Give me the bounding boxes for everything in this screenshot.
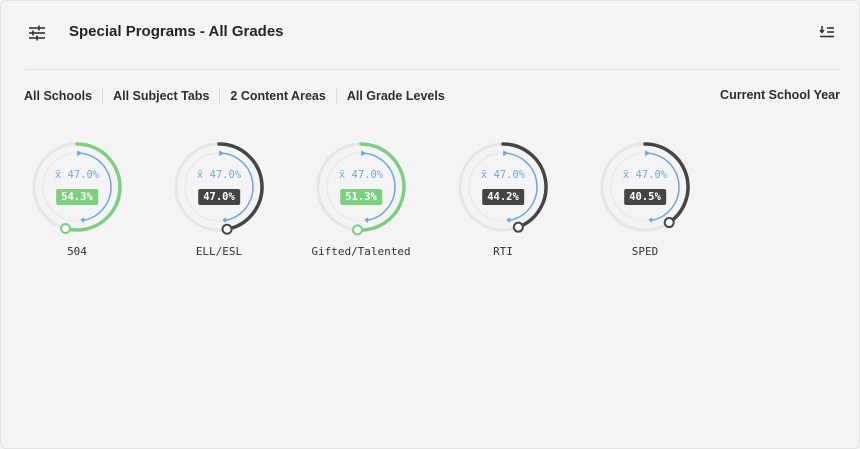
- gauge-value-badge: 40.5%: [624, 189, 666, 205]
- gauge-ring: [600, 142, 690, 232]
- gauge-value-badge: 51.3%: [340, 189, 382, 205]
- gauge-average-text: x̄ 47.0%: [54, 169, 100, 181]
- gauge-value-knob: [60, 222, 72, 234]
- page-title: Special Programs - All Grades: [69, 23, 284, 40]
- gauge-label: SPED: [631, 245, 659, 258]
- card-header: Special Programs - All Grades: [1, 1, 859, 69]
- program-gauge[interactable]: x̄ 47.0% 54.3% 504: [7, 131, 147, 266]
- gauge-average-text: x̄ 47.0%: [196, 169, 242, 181]
- gauge-ring: [316, 142, 406, 236]
- gauge-average-end-marker: [222, 217, 227, 224]
- filter-separator: [219, 89, 221, 103]
- filter-bar: All Schools All Subject Tabs 2 Content A…: [24, 88, 445, 104]
- filter-subject-tabs[interactable]: All Subject Tabs: [113, 89, 210, 103]
- gauge-average-arc: [360, 152, 396, 222]
- gauge-value-arc: [501, 142, 548, 229]
- gauge-average-text: x̄ 47.0%: [338, 169, 384, 181]
- gauge-value-knob: [512, 221, 524, 233]
- gauge-average-marker: [645, 150, 651, 157]
- program-gauge[interactable]: x̄ 47.0% 47.0% ELL/ESL: [149, 131, 289, 266]
- gauge-value-arc: [217, 142, 264, 231]
- gauge-average-arc: [218, 152, 254, 222]
- gauge-average-text: x̄ 47.0%: [622, 169, 668, 181]
- gauge-value-arc: [355, 142, 406, 232]
- gauge-average-arc: [502, 152, 538, 222]
- gauge-value-arc: [63, 142, 122, 232]
- filter-school-year[interactable]: Current School Year: [720, 88, 840, 102]
- gauge-label: 504: [67, 245, 87, 258]
- gauge-value-knob: [351, 224, 363, 236]
- gauge-average-marker: [77, 150, 83, 157]
- sort-list-icon[interactable]: [819, 25, 835, 39]
- gauge-average-text: x̄ 47.0%: [480, 169, 526, 181]
- filter-grade-levels[interactable]: All Grade Levels: [346, 89, 445, 103]
- gauge-average-end-marker: [364, 217, 369, 224]
- gauge-value-badge: 47.0%: [198, 189, 240, 205]
- gauge-average-arc: [76, 152, 112, 222]
- gauge-average-marker: [361, 150, 367, 157]
- gauge-value-knob: [221, 223, 233, 235]
- filter-schools[interactable]: All Schools: [24, 89, 93, 103]
- gauge-ring: [32, 142, 122, 234]
- gauge-ring: [458, 142, 548, 233]
- gauge-average-end-marker: [648, 217, 653, 224]
- gauge-value-arc: [643, 142, 690, 225]
- gauge-row: x̄ 47.0% 54.3% 504 x̄ 47.0% 47.0% ELL/ESL x̄ 4…: [1, 131, 859, 271]
- gauge-label: Gifted/Talented: [311, 245, 411, 258]
- gauge-average-marker: [219, 150, 225, 157]
- filter-separator: [102, 89, 104, 103]
- program-gauge[interactable]: x̄ 47.0% 51.3% Gifted/Talented: [291, 131, 431, 266]
- gauge-value-knob: [663, 217, 675, 229]
- program-gauge[interactable]: x̄ 47.0% 44.2% RTI: [433, 131, 573, 266]
- gauge-ring: [174, 142, 264, 235]
- filter-content-areas[interactable]: 2 Content Areas: [230, 89, 326, 103]
- gauge-average-arc: [644, 152, 680, 222]
- filter-separator: [335, 89, 337, 103]
- gauge-value-badge: 44.2%: [482, 189, 524, 205]
- program-gauge[interactable]: x̄ 47.0% 40.5% SPED: [575, 131, 715, 266]
- gauge-average-marker: [503, 150, 509, 157]
- gauge-label: ELL/ESL: [195, 245, 243, 258]
- gauge-label: RTI: [493, 245, 513, 258]
- gauge-average-end-marker: [80, 217, 85, 224]
- gauge-average-end-marker: [506, 217, 511, 224]
- header-divider: [25, 69, 840, 70]
- gauge-value-badge: 54.3%: [56, 189, 98, 205]
- sliders-icon[interactable]: [28, 25, 46, 41]
